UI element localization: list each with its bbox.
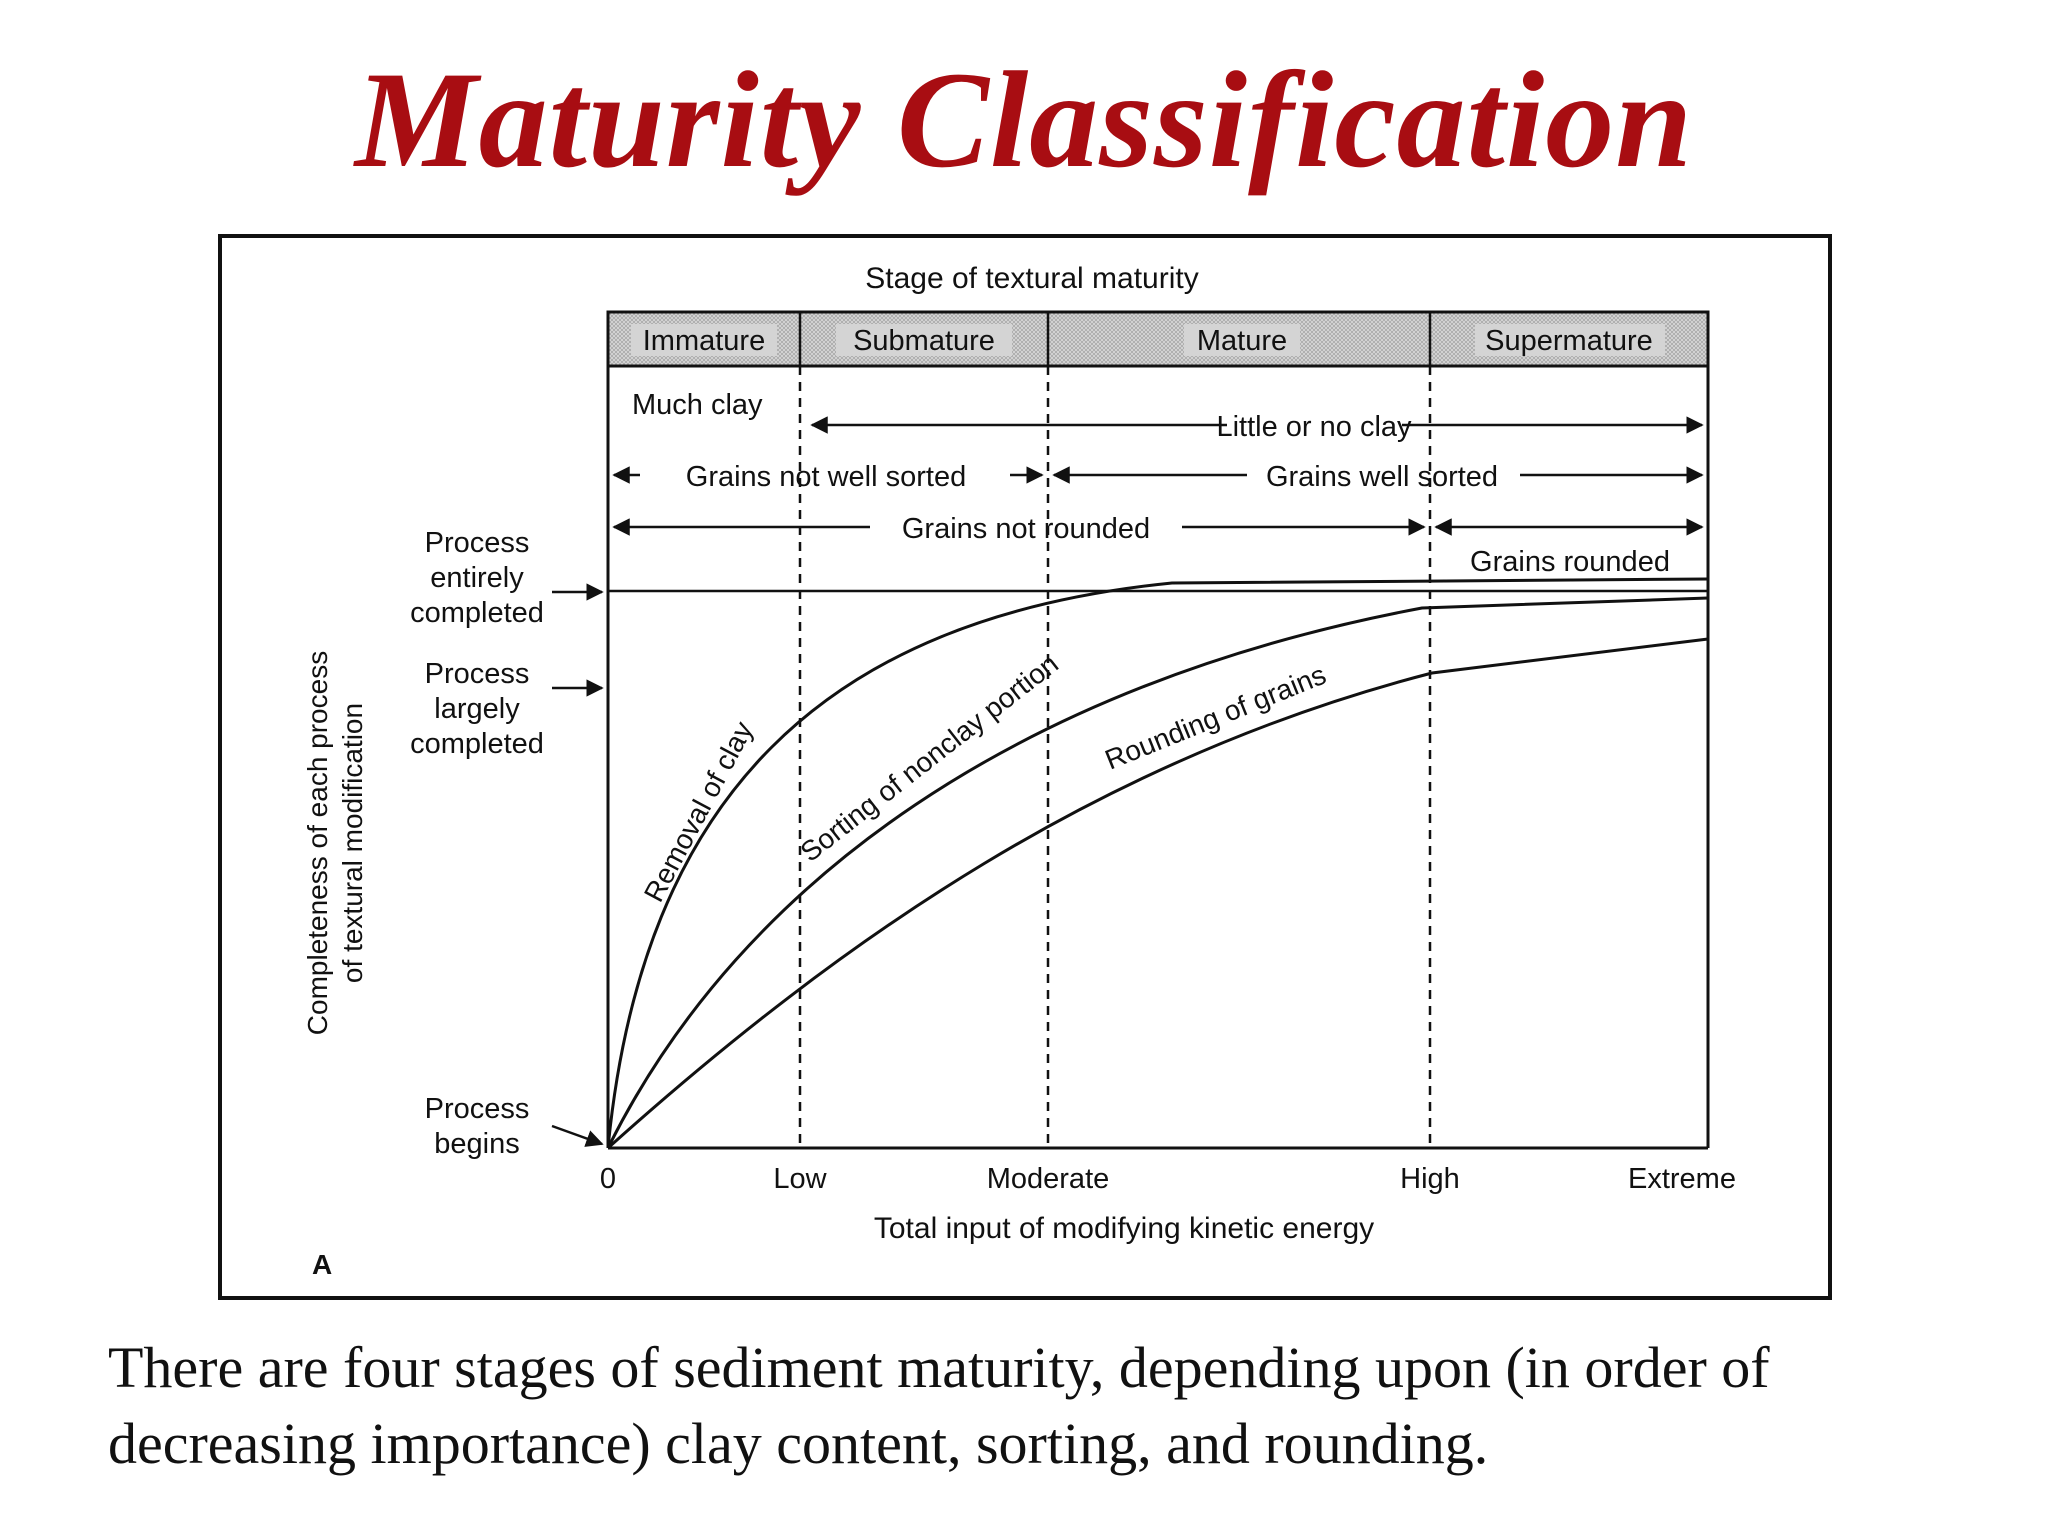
sorting-curve: [606, 596, 1709, 1149]
stage-label-mature: Mature: [1197, 325, 1287, 357]
rounding-label: Rounding of grains: [1101, 659, 1331, 776]
stage-label-submature: Submature: [853, 325, 995, 357]
x-tick-0: 0: [600, 1163, 616, 1195]
sorting-label: Sorting of nonclay portion: [795, 648, 1064, 868]
x-axis-label: Total input of modifying kinetic energy: [874, 1212, 1374, 1245]
x-tick-low: Low: [773, 1163, 827, 1195]
maturity-diagram: Stage of textural maturity Immature Subm…: [302, 262, 1736, 1280]
panel-letter: A: [312, 1249, 332, 1280]
stage-label-immature: Immature: [643, 325, 765, 357]
rounding-curve: [606, 637, 1709, 1150]
level-begins-line2: begins: [434, 1128, 519, 1160]
stage-heading: Stage of textural maturity: [865, 262, 1199, 295]
x-tick-extreme: Extreme: [1628, 1163, 1736, 1195]
band-well-sorted: Grains well sorted: [1266, 461, 1498, 493]
y-axis-label-line2: of textural modification: [337, 703, 368, 983]
x-tick-moderate: Moderate: [987, 1163, 1110, 1195]
band-little-clay: Little or no clay: [1216, 411, 1412, 443]
band-not-rounded: Grains not rounded: [902, 513, 1150, 545]
level-entirely-line3: completed: [410, 597, 544, 629]
slide-caption: There are four stages of sediment maturi…: [108, 1335, 1770, 1476]
band-not-sorted: Grains not well sorted: [686, 461, 966, 493]
band-rounded: Grains rounded: [1470, 546, 1670, 578]
x-tick-high: High: [1400, 1163, 1460, 1195]
removal-of-clay-curve: [606, 577, 1709, 1149]
figure-frame: Stage of textural maturity Immature Subm…: [218, 234, 1832, 1300]
slide-title: Maturity Classification: [354, 43, 1694, 196]
level-begins-arrow: [551, 1124, 604, 1147]
band-much-clay: Much clay: [632, 389, 763, 421]
level-begins-line1: Process: [425, 1093, 530, 1125]
removal-of-clay-label: Removal of clay: [638, 716, 759, 906]
level-largely-line3: completed: [410, 728, 544, 760]
level-largely-line1: Process: [425, 658, 530, 690]
level-entirely-line1: Process: [425, 527, 530, 559]
level-entirely-line2: entirely: [430, 562, 524, 594]
level-largely-line2: largely: [434, 693, 520, 725]
stage-label-supermature: Supermature: [1485, 325, 1653, 357]
y-axis-label-line1: Completeness of each process: [302, 651, 333, 1035]
